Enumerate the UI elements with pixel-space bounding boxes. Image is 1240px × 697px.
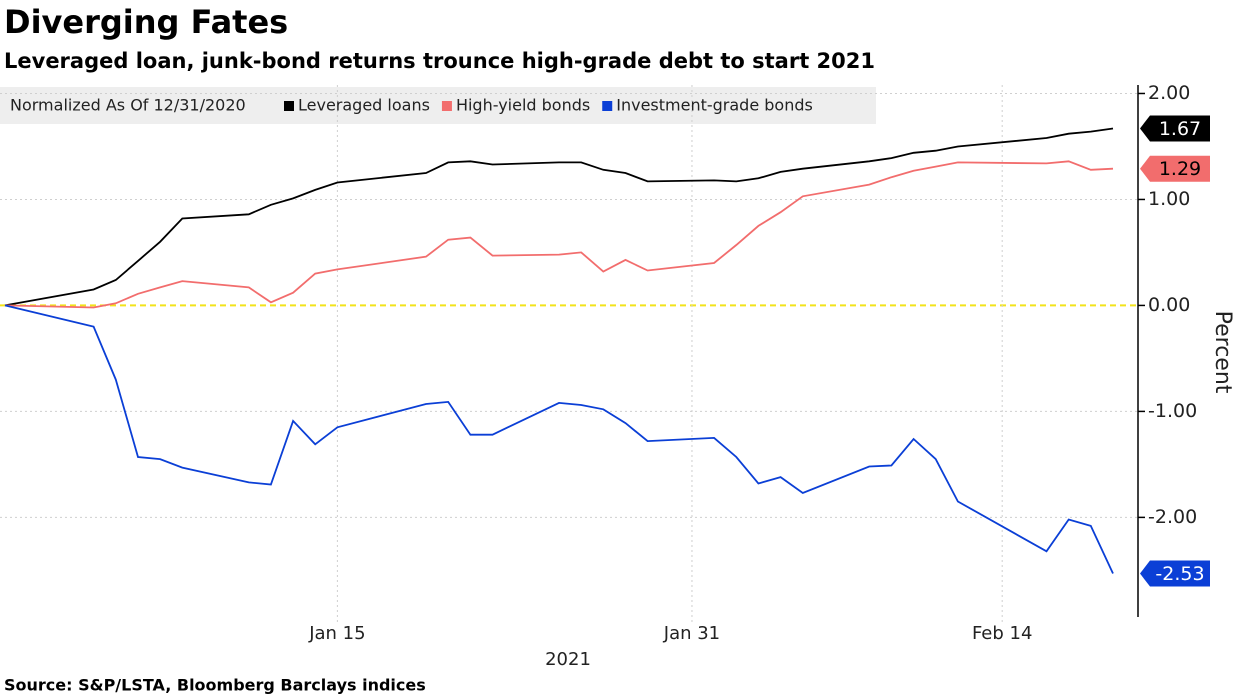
y-tick-label: 0.00 bbox=[1148, 294, 1190, 316]
legend-label: High-yield bonds bbox=[456, 96, 590, 115]
source-note: Source: S&P/LSTA, Bloomberg Barclays ind… bbox=[4, 676, 426, 695]
end-value-tag bbox=[1140, 560, 1210, 587]
legend-label: Investment-grade bonds bbox=[616, 96, 813, 115]
legend-swatch bbox=[284, 101, 294, 111]
end-value-label: 1.67 bbox=[1159, 118, 1201, 140]
y-axis-label: Percent bbox=[1210, 311, 1235, 394]
series-line bbox=[4, 160, 1114, 309]
x-axis-label: 2021 bbox=[545, 649, 591, 670]
x-tick-label: Feb 14 bbox=[972, 623, 1033, 644]
x-tick-label: Jan 31 bbox=[663, 623, 720, 644]
series-line bbox=[4, 304, 1114, 574]
y-tick-label: -2.00 bbox=[1148, 506, 1197, 528]
legend-title: Normalized As Of 12/31/2020 bbox=[10, 96, 246, 115]
chart-title: Diverging Fates bbox=[4, 3, 288, 41]
end-value-label: 1.29 bbox=[1159, 158, 1201, 180]
end-value-tag bbox=[1140, 115, 1210, 142]
end-value-label: -2.53 bbox=[1155, 563, 1204, 585]
x-tick-label: Jan 15 bbox=[308, 623, 365, 644]
legend-label: Leveraged loans bbox=[298, 96, 430, 115]
chart-subtitle: Leveraged loan, junk-bond returns trounc… bbox=[4, 49, 875, 73]
series-line bbox=[4, 127, 1114, 307]
y-tick-label: 2.00 bbox=[1148, 82, 1190, 104]
y-tick-label: 1.00 bbox=[1148, 188, 1190, 210]
end-value-tag bbox=[1140, 155, 1210, 182]
legend-swatch bbox=[602, 101, 613, 111]
y-tick-label: -1.00 bbox=[1148, 400, 1197, 422]
legend-swatch bbox=[441, 101, 452, 111]
